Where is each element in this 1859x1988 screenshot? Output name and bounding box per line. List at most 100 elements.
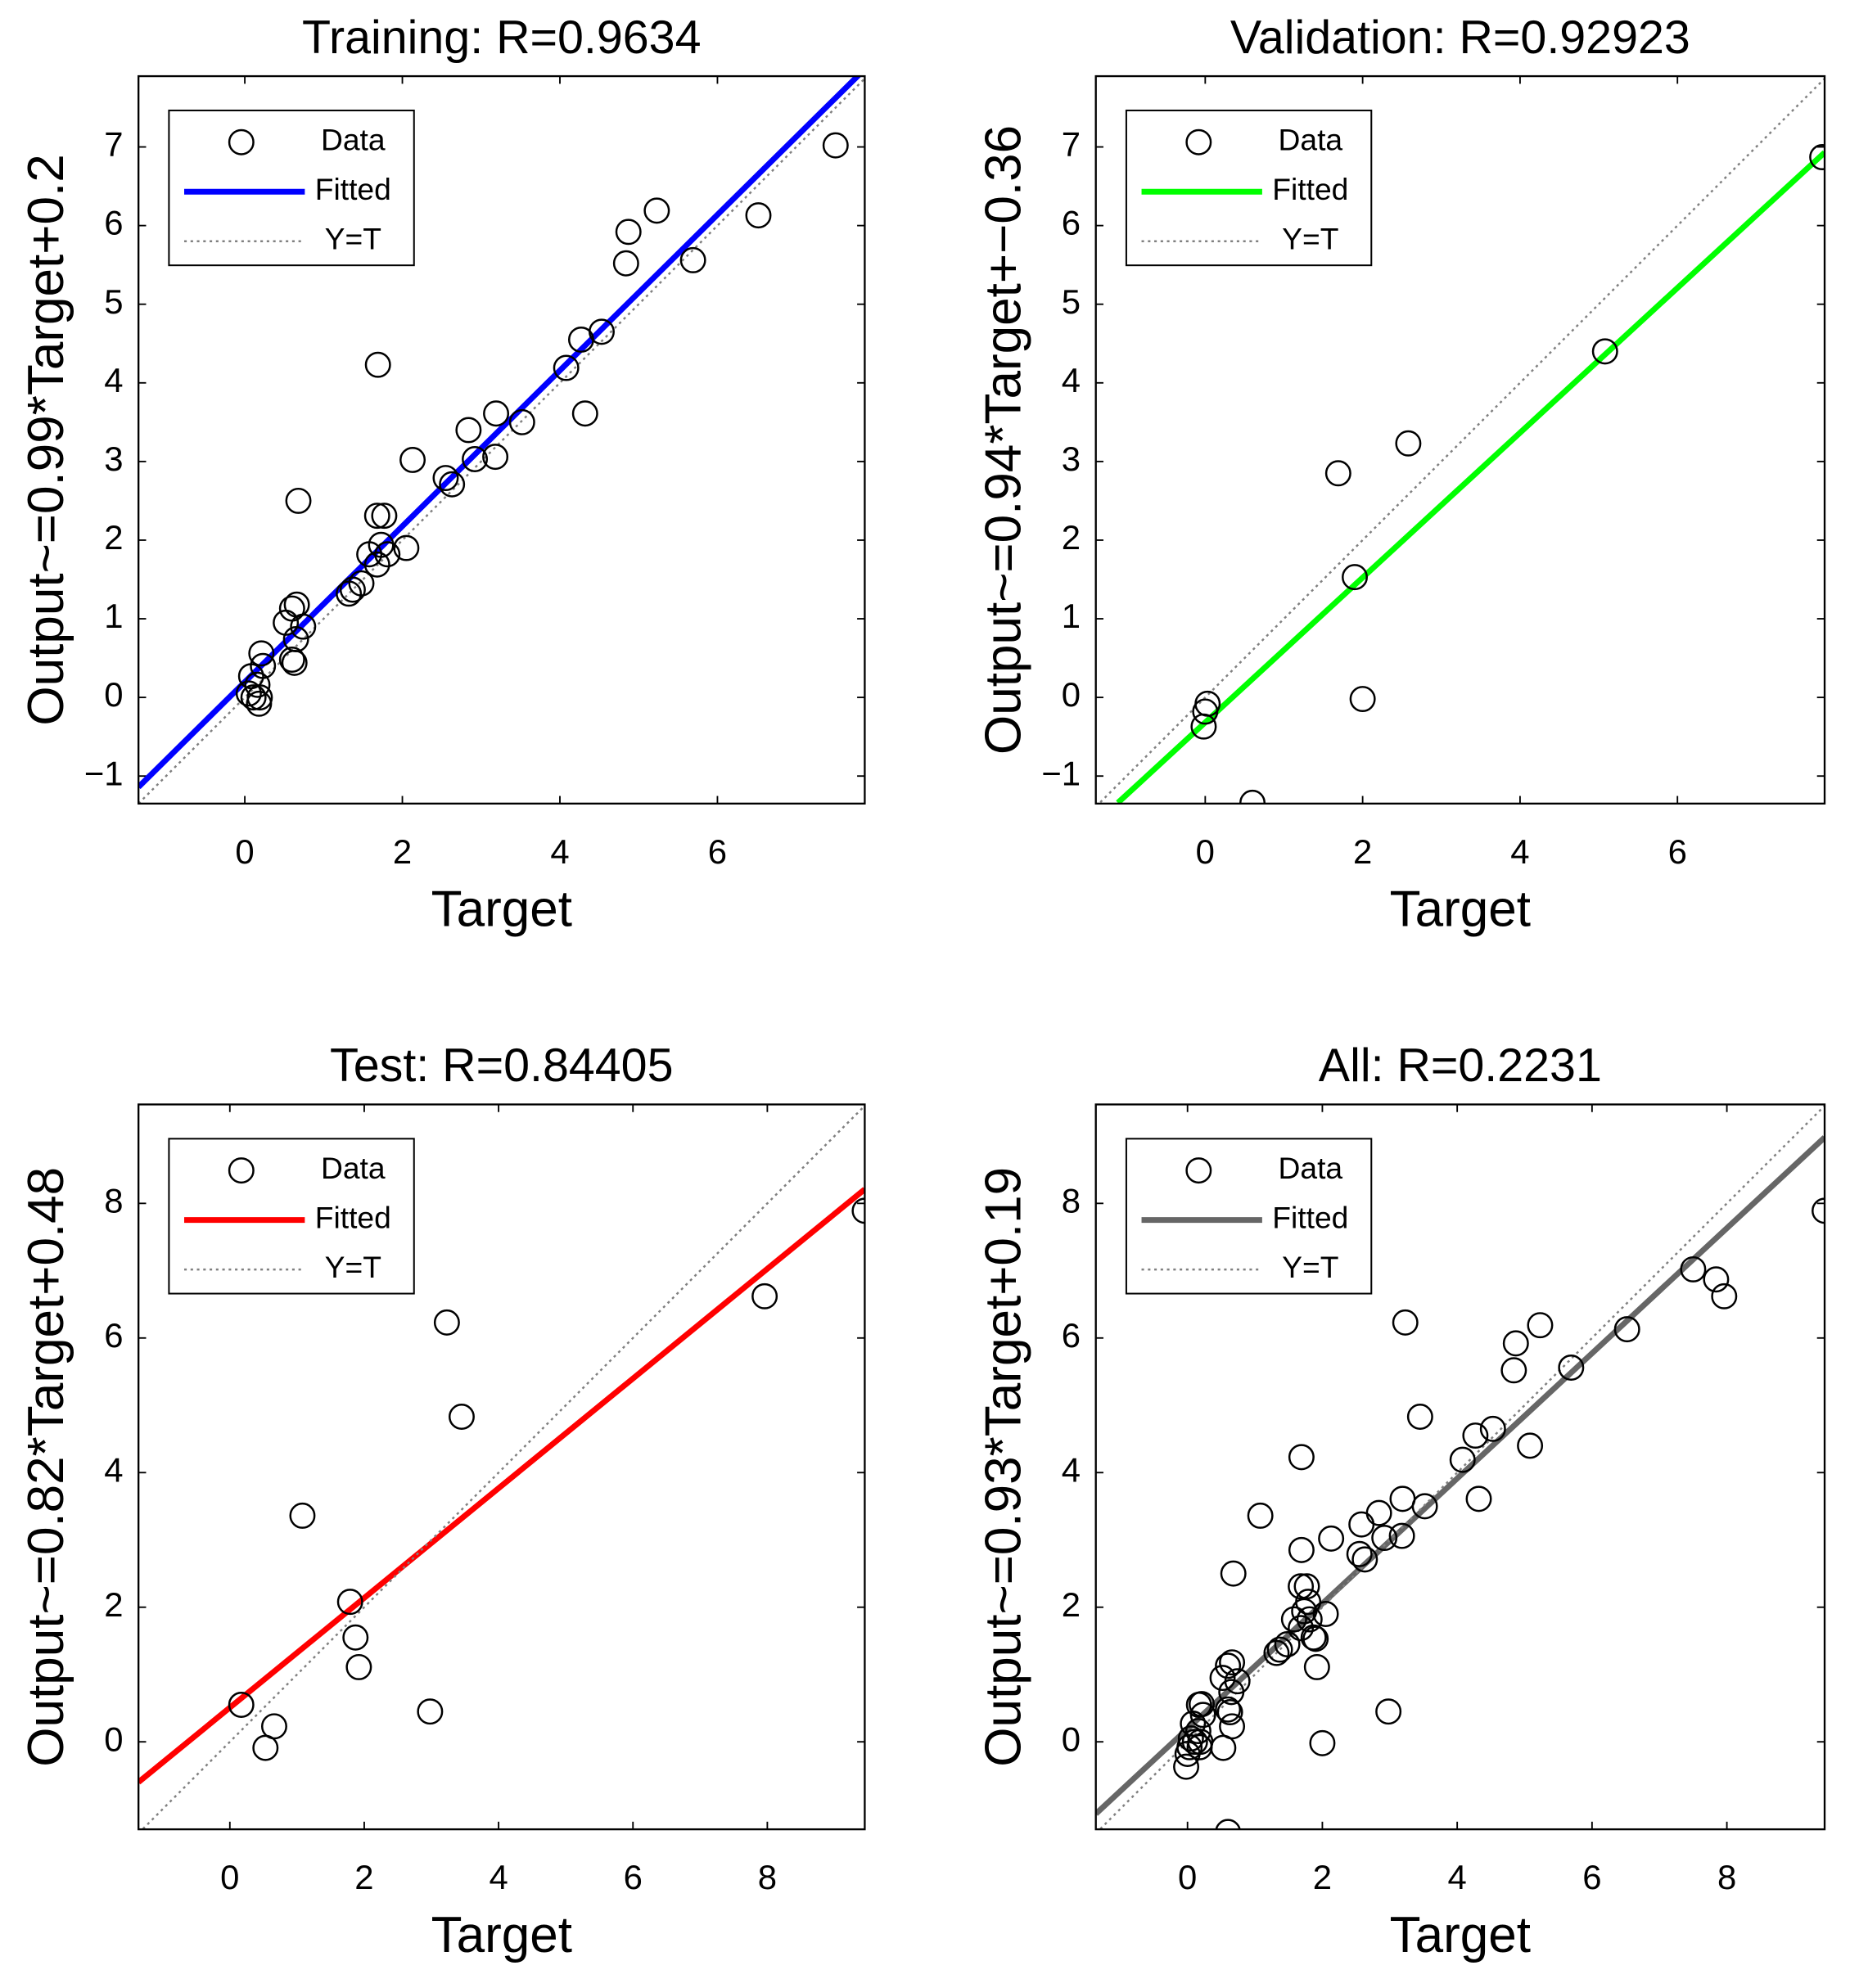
legend-label: Fitted xyxy=(1272,172,1348,206)
data-point xyxy=(1346,1540,1373,1567)
x-tick-label: 2 xyxy=(1313,1858,1332,1896)
legend-label: Data xyxy=(321,1151,386,1185)
y-tick-label: 2 xyxy=(104,1585,123,1624)
x-tick-label: 0 xyxy=(235,832,254,871)
legend: Data Fitted Y=T xyxy=(168,1138,415,1295)
data-point xyxy=(342,1624,369,1651)
data-point xyxy=(248,640,275,667)
x-tick-label: 0 xyxy=(1196,832,1215,871)
data-point xyxy=(1288,1536,1315,1563)
panel: Test: R=0.84405 Target Output~=0.82*Target… xyxy=(18,1039,866,1963)
data-point xyxy=(851,1197,865,1224)
y-tick-label: 0 xyxy=(1062,1720,1081,1758)
legend-label: Data xyxy=(1279,1151,1343,1185)
x-tick-label: 6 xyxy=(1668,832,1687,871)
data-point xyxy=(1209,1665,1236,1692)
data-point xyxy=(1388,1522,1415,1549)
data-point xyxy=(336,1589,363,1616)
y-tick-label: 7 xyxy=(104,125,123,164)
data-point xyxy=(462,446,489,472)
data-point xyxy=(1517,1432,1544,1459)
legend-marker xyxy=(1185,128,1212,156)
x-tick-label: 4 xyxy=(1448,1858,1467,1896)
legend-label: Y=T xyxy=(325,222,381,256)
data-point xyxy=(571,400,598,427)
data-point xyxy=(745,202,772,229)
data-point xyxy=(356,541,383,568)
data-point xyxy=(252,1734,279,1761)
data-point xyxy=(1479,1415,1506,1442)
y-tick-label: 6 xyxy=(1062,204,1081,242)
legend-label: Fitted xyxy=(315,1200,391,1234)
data-point xyxy=(1192,698,1219,725)
data-point xyxy=(1462,1422,1489,1449)
data-point xyxy=(643,197,670,224)
legend-marker xyxy=(228,128,255,156)
data-point xyxy=(615,219,642,246)
x-axis-label: Target xyxy=(431,881,572,938)
data-point xyxy=(285,487,312,514)
data-point xyxy=(363,503,390,530)
data-point xyxy=(1502,1330,1529,1357)
data-point xyxy=(432,465,459,492)
fit-line xyxy=(138,1187,865,1785)
data-point xyxy=(281,649,308,676)
data-point xyxy=(1288,1444,1315,1471)
data-point xyxy=(1395,430,1422,457)
chart-title: Training: R=0.9634 xyxy=(302,11,701,64)
data-point xyxy=(1392,1309,1419,1336)
data-point xyxy=(1389,1485,1416,1512)
y-tick-label: 4 xyxy=(1062,1450,1081,1489)
legend: Data Fitted Y=T xyxy=(168,109,415,267)
axes-frame xyxy=(1094,1103,1826,1831)
chart-title: Validation: R=0.92923 xyxy=(1230,11,1690,64)
data-point xyxy=(1613,1316,1640,1343)
data-point xyxy=(1296,1606,1323,1633)
data-point xyxy=(1300,1624,1327,1651)
x-tick-label: 8 xyxy=(758,1858,777,1896)
legend-label: Fitted xyxy=(315,172,391,206)
data-point xyxy=(679,246,706,273)
data-point xyxy=(1465,1485,1492,1512)
data-point xyxy=(1280,1606,1307,1633)
data-point xyxy=(1293,1573,1320,1600)
y-axis-label: Output~=0.94*Target+−0.36 xyxy=(976,125,1032,755)
data-point xyxy=(433,1309,460,1336)
data-point xyxy=(393,534,420,561)
data-point xyxy=(1500,1357,1527,1384)
plot-content xyxy=(1097,78,1825,804)
x-tick-label: 8 xyxy=(1717,1858,1736,1896)
chart-title: All: R=0.2231 xyxy=(1319,1039,1602,1092)
y-tick-label: 2 xyxy=(1062,518,1081,557)
data-point xyxy=(1219,1649,1246,1676)
y-axis-label: Output~=0.99*Target+0.2 xyxy=(18,154,74,725)
data-point xyxy=(1218,1679,1245,1706)
data-point xyxy=(339,576,366,603)
legend-label: Fitted xyxy=(1272,1200,1348,1234)
data-point xyxy=(1348,1511,1375,1538)
legend: Data Fitted Y=T xyxy=(1125,1138,1373,1295)
y-tick-label: 5 xyxy=(1062,282,1081,321)
data-point xyxy=(1174,1741,1201,1767)
y-tick-label: 4 xyxy=(104,1450,123,1489)
data-point xyxy=(1215,1819,1241,1830)
data-point xyxy=(1309,1729,1336,1756)
legend-box xyxy=(1125,109,1373,267)
data-point xyxy=(1210,1734,1237,1761)
data-point xyxy=(1173,1753,1200,1780)
data-point xyxy=(1215,1696,1242,1723)
data-point xyxy=(1809,144,1825,171)
data-point xyxy=(1351,1546,1378,1573)
data-point xyxy=(290,613,317,640)
x-tick-label: 4 xyxy=(550,832,569,871)
x-tick-label: 6 xyxy=(1582,1858,1601,1896)
y-tick-label: 6 xyxy=(104,1316,123,1355)
plot-content xyxy=(1095,1105,1825,1830)
data-point xyxy=(1303,1653,1330,1680)
data-point xyxy=(1220,1560,1247,1587)
data-point xyxy=(448,1404,475,1430)
data-point xyxy=(1288,1573,1315,1600)
legend-box xyxy=(168,1138,415,1295)
y-tick-label: 4 xyxy=(1062,361,1081,399)
